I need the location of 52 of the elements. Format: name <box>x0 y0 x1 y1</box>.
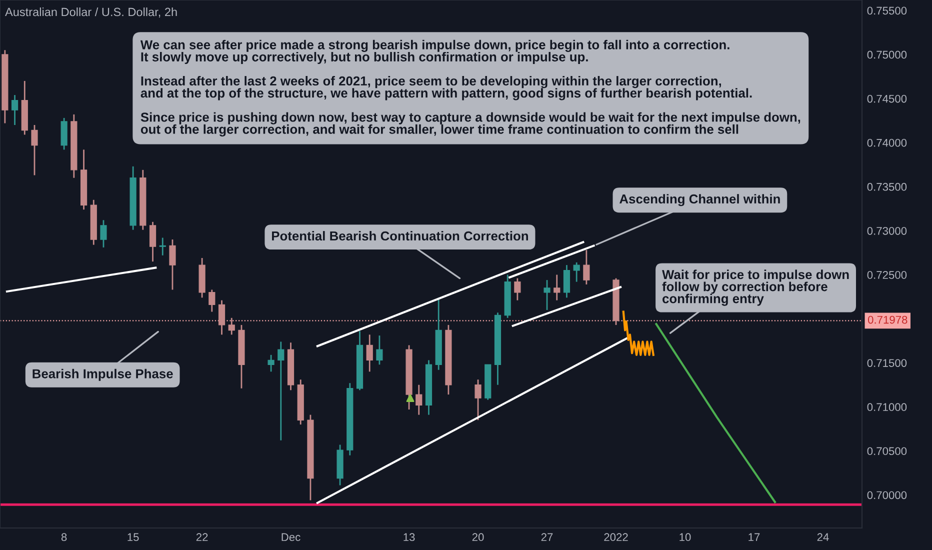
x-tick-label: 24 <box>817 533 829 541</box>
y-tick-label: 0.72500 <box>867 271 907 279</box>
y-tick-label: 0.75500 <box>867 6 907 15</box>
candlestick <box>218 300 226 336</box>
x-tick-label: 20 <box>472 533 484 542</box>
candlestick <box>554 274 560 301</box>
annotation: Bearish Impulse Phase <box>32 368 173 381</box>
candlestick <box>278 341 284 442</box>
y-tick-label: 0.71000 <box>867 403 907 412</box>
candlestick <box>268 354 274 372</box>
x-tick-label: 8 <box>61 533 67 542</box>
candlestick <box>514 278 521 301</box>
candlestick <box>11 94 18 126</box>
annotation: Potential Bearish Continuation Correction <box>272 231 528 241</box>
candlestick <box>100 219 107 248</box>
y-tick-label: 0.70500 <box>867 447 907 456</box>
y-tick-label: 0.74500 <box>867 94 907 103</box>
candlestick <box>228 317 235 336</box>
candlestick <box>366 334 373 372</box>
y-tick-label: 0.73000 <box>867 226 907 235</box>
candlestick <box>31 124 38 176</box>
line-series <box>622 310 654 356</box>
candlestick <box>563 264 570 298</box>
x-tick-label: 27 <box>541 533 553 541</box>
candlestick <box>416 384 422 416</box>
y-tick-label: 0.71500 <box>867 359 907 367</box>
x-tick-label: 2022 <box>604 533 628 542</box>
candlestick <box>573 262 580 282</box>
x-tick-label: 13 <box>404 533 415 542</box>
ref-line-label: 0.71978 <box>868 316 908 324</box>
y-tick-label: 0.73500 <box>867 182 907 191</box>
text: Australian Dollar / U.S. Dollar, 2h <box>5 8 177 18</box>
candlestick <box>474 378 482 421</box>
x-tick-label: 22 <box>196 533 208 541</box>
x-tick-label: 10 <box>680 533 691 542</box>
candlestick <box>159 237 166 256</box>
candlestick <box>376 334 383 366</box>
y-tick-label: 0.74000 <box>867 138 907 147</box>
y-tick-label: 0.70000 <box>867 491 907 500</box>
annotation: Wait for price to impulse down follow by correction before confirming entry <box>662 270 849 306</box>
candlestick <box>149 221 156 262</box>
candlestick <box>60 117 68 150</box>
candlestick <box>208 289 216 312</box>
annotation: We can see after price made a strong bearish impulse down, price begin to fall into a correction. It slowly move up correctively, but no bullish confirmation or impulse up. Instead after the last 2 weeks of 2021, price seem to be developing within the larger correction, and at the top of the structure, we have pattern with pattern, good signs of further bearish potential. Since price is pushing down now, best way to capture a downside would be wait for the next impulse down, out of the larger correction, and wait for smaller, lower time frame continuation to confirm the sell <box>140 40 800 136</box>
x-tick-label: 17 <box>748 533 760 541</box>
x-tick-label: 15 <box>128 533 139 542</box>
annotation: Ascending Channel within <box>620 194 780 206</box>
candlestick <box>544 279 550 311</box>
candlestick <box>583 249 590 286</box>
x-tick-label: Dec <box>282 533 300 542</box>
candlestick <box>169 238 176 290</box>
y-tick-label: 0.75000 <box>867 50 907 59</box>
